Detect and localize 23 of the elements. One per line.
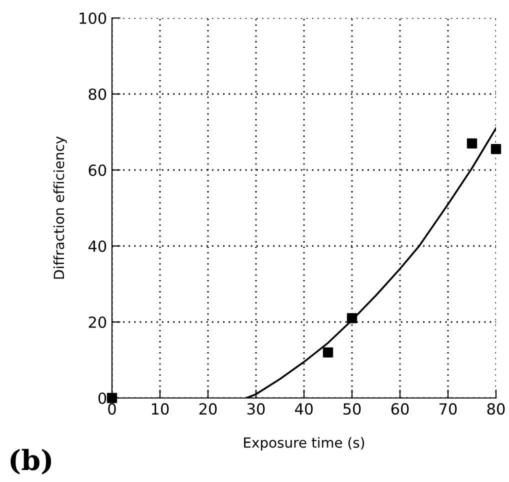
x-tick-label: 60 — [391, 403, 409, 415]
point — [106, 392, 118, 404]
x-tick-label: 0 — [108, 403, 116, 415]
text: (b) — [10, 448, 52, 474]
y-tick-label: 60 — [88, 164, 106, 176]
y-tick-label: 40 — [88, 240, 106, 252]
y-tick-label: 80 — [88, 88, 106, 100]
x-tick-label: 20 — [199, 403, 217, 415]
point — [346, 313, 358, 324]
y-axis-title: Diffraction efficiency — [53, 136, 67, 279]
y-tick-label: 100 — [80, 12, 106, 24]
x-tick-label: 30 — [247, 403, 265, 415]
point — [490, 144, 502, 154]
point — [466, 138, 478, 148]
x-tick-label: 70 — [440, 403, 457, 415]
x-axis-title: Exposure time (s) — [244, 437, 364, 451]
x-tick-label: 80 — [487, 403, 505, 415]
y-tick-label: 0 — [98, 392, 106, 404]
point — [322, 347, 334, 358]
y-tick-label: 20 — [88, 316, 106, 328]
x-tick-label: 10 — [152, 403, 169, 415]
x-tick-label: 50 — [343, 403, 361, 415]
x-tick-label: 40 — [295, 403, 313, 415]
